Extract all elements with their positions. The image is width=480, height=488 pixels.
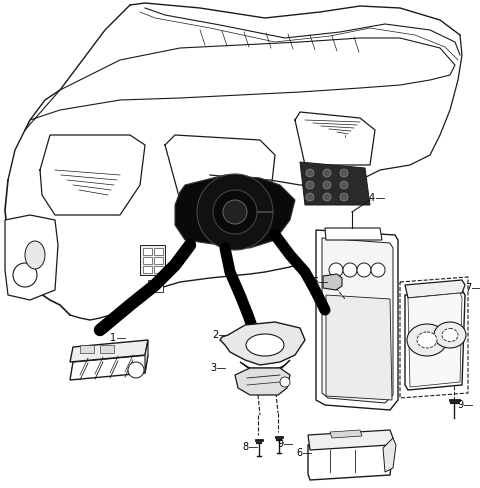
Text: 2: 2 — [212, 330, 218, 340]
Polygon shape — [326, 295, 392, 400]
Bar — [80, 345, 94, 353]
Polygon shape — [300, 162, 370, 205]
Circle shape — [329, 263, 343, 277]
Polygon shape — [322, 238, 393, 403]
Polygon shape — [175, 175, 295, 248]
Ellipse shape — [246, 334, 284, 356]
Polygon shape — [70, 355, 148, 380]
Bar — [154, 248, 163, 255]
Bar — [154, 257, 163, 264]
Polygon shape — [308, 430, 393, 450]
Text: 3: 3 — [210, 363, 216, 373]
Circle shape — [280, 377, 290, 387]
Ellipse shape — [407, 324, 447, 356]
Polygon shape — [408, 293, 462, 387]
Polygon shape — [140, 245, 165, 275]
Ellipse shape — [25, 241, 45, 269]
Ellipse shape — [442, 328, 458, 342]
Polygon shape — [220, 322, 305, 365]
Polygon shape — [316, 230, 398, 410]
Circle shape — [323, 193, 331, 201]
Circle shape — [128, 362, 144, 378]
Text: 6: 6 — [296, 448, 302, 458]
Polygon shape — [325, 228, 382, 240]
Polygon shape — [235, 368, 290, 395]
Circle shape — [306, 169, 314, 177]
Polygon shape — [197, 174, 273, 250]
Bar — [100, 345, 114, 353]
Polygon shape — [405, 280, 465, 298]
Polygon shape — [323, 274, 342, 290]
Circle shape — [13, 263, 37, 287]
Circle shape — [371, 263, 385, 277]
Circle shape — [343, 263, 357, 277]
Bar — [143, 266, 152, 273]
Polygon shape — [148, 280, 163, 292]
Text: 7: 7 — [465, 283, 471, 293]
Text: 8: 8 — [242, 442, 248, 452]
Bar — [143, 257, 152, 264]
Circle shape — [223, 200, 247, 224]
Polygon shape — [145, 340, 148, 373]
Circle shape — [306, 193, 314, 201]
Circle shape — [340, 181, 348, 189]
Text: 9: 9 — [457, 400, 463, 410]
Ellipse shape — [434, 322, 466, 348]
Circle shape — [357, 263, 371, 277]
Bar — [143, 248, 152, 255]
Circle shape — [323, 181, 331, 189]
Text: 9: 9 — [277, 439, 283, 449]
Circle shape — [340, 169, 348, 177]
Circle shape — [323, 169, 331, 177]
Polygon shape — [308, 440, 393, 480]
Ellipse shape — [417, 332, 437, 348]
Text: 1: 1 — [110, 333, 116, 343]
Polygon shape — [70, 340, 148, 362]
Circle shape — [340, 193, 348, 201]
Text: 5: 5 — [312, 277, 318, 287]
Circle shape — [306, 181, 314, 189]
Polygon shape — [330, 430, 362, 438]
Polygon shape — [5, 215, 58, 300]
Polygon shape — [405, 290, 465, 390]
Polygon shape — [240, 360, 290, 370]
Bar — [154, 266, 163, 273]
Polygon shape — [383, 438, 396, 472]
Text: 4: 4 — [369, 193, 375, 203]
